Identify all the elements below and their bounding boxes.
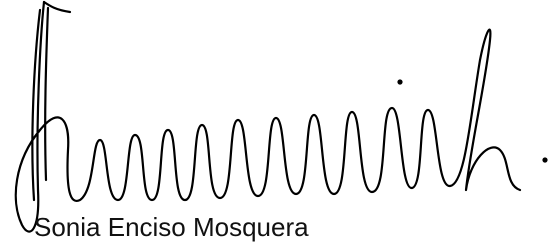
- signature-strokes: [16, 2, 547, 232]
- page: Sonia Enciso Mosquera (() => { const dat…: [0, 0, 558, 249]
- signer-name: Sonia Enciso Mosquera: [34, 212, 309, 242]
